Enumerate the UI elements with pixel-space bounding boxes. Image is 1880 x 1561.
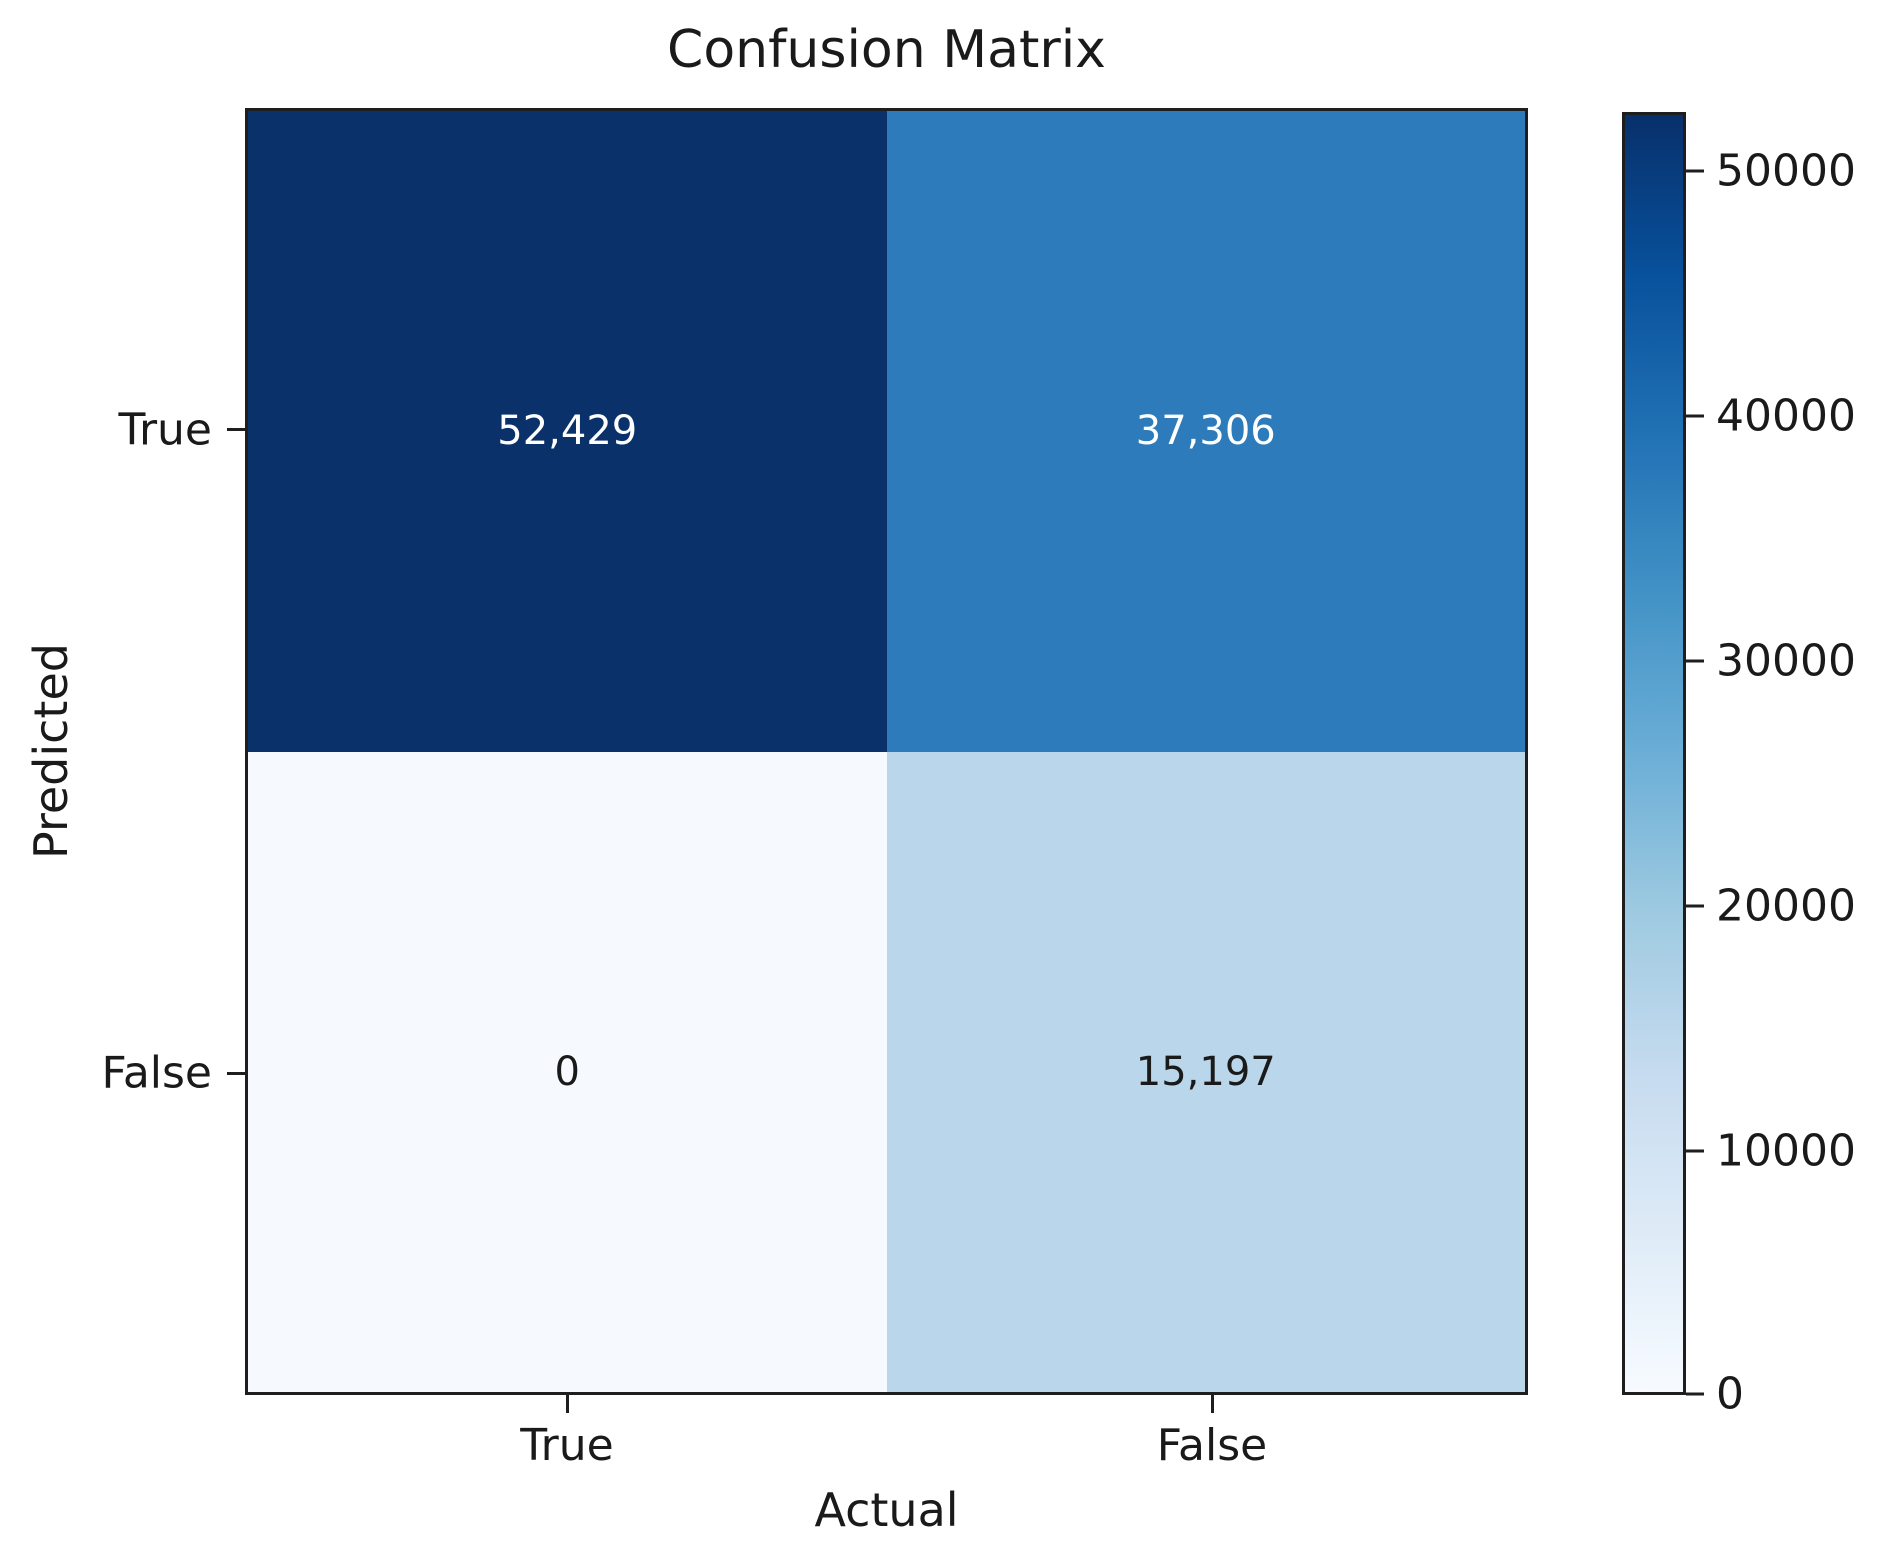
colorbar-tick-label: 30000	[1716, 635, 1856, 687]
colorbar-tick-mark	[1686, 1149, 1704, 1153]
x-tick-mark	[1211, 1395, 1214, 1413]
cell-value: 15,197	[1135, 1048, 1276, 1095]
colorbar-tick-label: 10000	[1716, 1125, 1856, 1177]
cell-value: 52,429	[497, 408, 638, 455]
colorbar-tick-label: 40000	[1716, 390, 1856, 442]
x-axis-label: Actual	[814, 1483, 959, 1537]
colorbar-tick-mark	[1686, 659, 1704, 663]
y-tick-mark	[227, 1072, 245, 1075]
y-tick-label-true: True	[118, 404, 212, 456]
heatmap-cell-pred-false-actual-false: 15,197	[886, 751, 1525, 1392]
y-tick-label-false: False	[101, 1047, 212, 1099]
y-axis-label: Predicted	[24, 643, 78, 859]
colorbar-tick-mark	[1686, 904, 1704, 908]
heatmap-cell-pred-true-actual-false: 37,306	[886, 111, 1525, 752]
x-tick-label-true: True	[520, 1420, 614, 1471]
x-tick-label-false: False	[1156, 1420, 1268, 1471]
heatmap-plot: 52,429 37,306 0 15,197	[245, 108, 1528, 1395]
colorbar-tick-mark	[1686, 414, 1704, 418]
colorbar-tick-label: 20000	[1716, 880, 1856, 932]
chart-title: Confusion Matrix	[667, 20, 1106, 80]
x-tick-mark	[566, 1395, 569, 1413]
colorbar-tick-label: 0	[1716, 1368, 1744, 1420]
colorbar-tick-mark	[1686, 169, 1704, 173]
colorbar-tick-mark	[1686, 1392, 1704, 1396]
colorbar-tick-label: 50000	[1716, 145, 1856, 197]
cell-value: 0	[554, 1048, 580, 1095]
y-tick-mark	[227, 428, 245, 431]
colorbar-gradient	[1622, 112, 1686, 1395]
cell-value: 37,306	[1135, 408, 1276, 455]
heatmap-cell-pred-false-actual-true: 0	[248, 751, 887, 1392]
heatmap-cell-pred-true-actual-true: 52,429	[248, 111, 887, 752]
